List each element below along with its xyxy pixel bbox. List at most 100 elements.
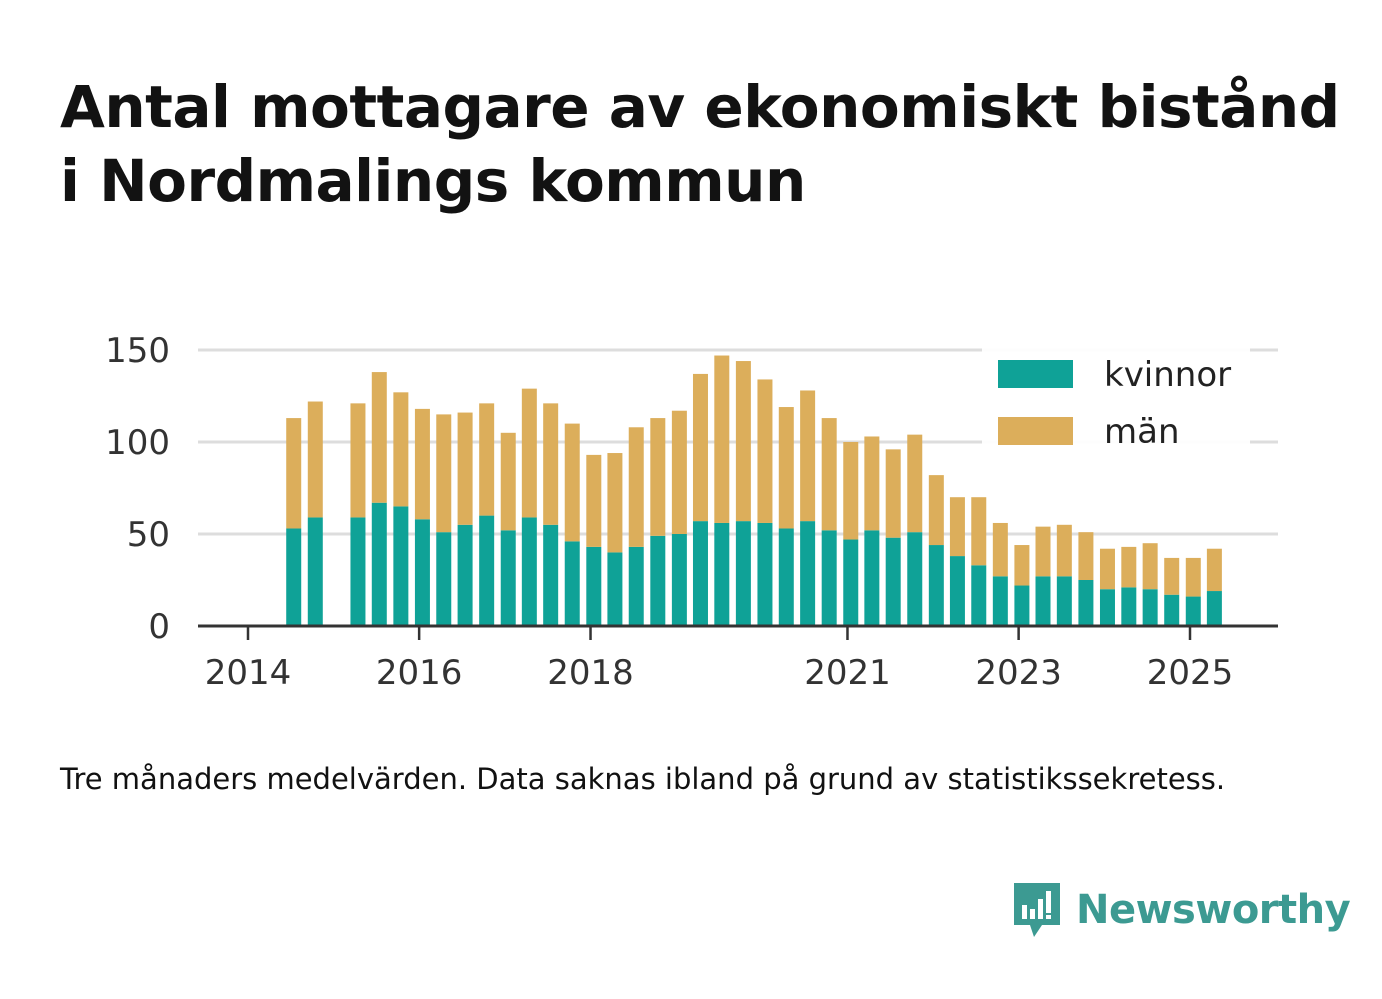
bar-kvinnor — [457, 524, 473, 626]
bar-kvinnor — [821, 530, 837, 626]
bar-man — [1099, 548, 1115, 590]
bar-man — [543, 403, 559, 525]
bar-kvinnor — [949, 556, 965, 626]
bar-man — [1014, 545, 1030, 586]
bar-man — [307, 401, 323, 518]
bar-man — [757, 379, 773, 523]
bar-kvinnor — [500, 530, 516, 626]
bar-kvinnor — [778, 528, 794, 626]
bar-man — [1206, 548, 1222, 592]
bar-man — [393, 392, 409, 507]
bar-kvinnor — [1078, 580, 1094, 626]
bar-man — [436, 414, 452, 533]
bar-man — [457, 412, 473, 525]
x-tick-label: 2023 — [975, 653, 1062, 693]
bar-man — [864, 436, 880, 531]
bar-man — [628, 427, 644, 547]
bar-kvinnor — [414, 519, 430, 626]
bar-man — [1078, 532, 1094, 580]
bar-man — [800, 390, 816, 522]
bar-man — [1056, 524, 1072, 577]
bar-kvinnor — [479, 515, 495, 626]
bar-man — [350, 403, 366, 518]
bar-man — [1185, 557, 1201, 597]
bar-man — [714, 355, 730, 523]
bar-kvinnor — [928, 545, 944, 626]
x-tick-label: 2025 — [1147, 653, 1234, 693]
bar-kvinnor — [628, 546, 644, 626]
bar-kvinnor — [1142, 589, 1158, 626]
chart-title-line-2: i Nordmalings kommun — [60, 147, 806, 215]
bar-kvinnor — [1035, 576, 1051, 626]
bar-man — [907, 434, 923, 533]
bar-kvinnor — [907, 532, 923, 626]
bar-kvinnor — [1099, 589, 1115, 626]
chart-title-line-1: Antal mottagare av ekonomiskt bistånd — [60, 73, 1340, 141]
bar-man — [650, 418, 666, 536]
legend-label: män — [1104, 412, 1180, 452]
legend-swatch — [998, 417, 1073, 445]
chart-title: Antal mottagare av ekonomiskt bistånd i … — [60, 70, 1350, 218]
bar-kvinnor — [800, 521, 816, 626]
x-tick-label: 2016 — [376, 653, 463, 693]
axes: 0 50 100 150 2014 2016 2018 2021 2023 2025 — [105, 331, 1278, 693]
bar-man — [885, 449, 901, 538]
bar-kvinnor — [714, 522, 730, 626]
legend: kvinnor män — [982, 344, 1250, 454]
bar-kvinnor — [543, 524, 559, 626]
bar-man — [778, 407, 794, 529]
bar-kvinnor — [586, 546, 602, 626]
chart-note: Tre månaders medelvärden. Data saknas ib… — [60, 762, 1226, 796]
bar-man — [521, 388, 537, 518]
bar-man — [735, 361, 751, 522]
bar-man — [286, 418, 302, 529]
bar-kvinnor — [992, 576, 1008, 626]
bar-man — [1035, 526, 1051, 577]
y-tick-label: 0 — [148, 607, 170, 647]
bar-man — [607, 453, 623, 553]
bar-kvinnor — [1056, 576, 1072, 626]
bar-kvinnor — [650, 535, 666, 626]
bar-man — [586, 454, 602, 547]
bar-man — [479, 403, 495, 516]
newsworthy-logo: Newsworthy — [1010, 878, 1351, 942]
bar-kvinnor — [393, 506, 409, 626]
bar-kvinnor — [564, 541, 580, 626]
bar-man — [564, 423, 580, 542]
newsworthy-logo-icon — [1014, 883, 1060, 937]
legend-swatch — [998, 360, 1073, 388]
bar-kvinnor — [735, 521, 751, 626]
bar-man — [371, 372, 387, 503]
bar-man — [1121, 546, 1137, 588]
bar-man — [692, 373, 708, 522]
legend-label: kvinnor — [1104, 355, 1231, 395]
y-tick-label: 100 — [105, 423, 170, 463]
bar-kvinnor — [1185, 596, 1201, 626]
bar-kvinnor — [1206, 591, 1222, 626]
bar-man — [821, 418, 837, 531]
bar-kvinnor — [1121, 587, 1137, 626]
bar-man — [671, 410, 687, 534]
x-tick-label: 2014 — [205, 653, 292, 693]
bar-kvinnor — [864, 530, 880, 626]
bar-kvinnor — [885, 537, 901, 626]
bar-kvinnor — [521, 517, 537, 626]
bar-kvinnor — [843, 539, 859, 626]
y-tick-label: 150 — [105, 331, 170, 371]
brand-name: Newsworthy — [1076, 887, 1351, 933]
bar-kvinnor — [371, 502, 387, 626]
bar-kvinnor — [757, 522, 773, 626]
bar-kvinnor — [1164, 594, 1180, 626]
bar-kvinnor — [286, 528, 302, 626]
y-tick-label: 50 — [127, 515, 170, 555]
bar-man — [843, 442, 859, 540]
bar-kvinnor — [692, 521, 708, 626]
bar-man — [414, 408, 430, 520]
bar-man — [992, 522, 1008, 577]
bar-man — [1164, 557, 1180, 595]
x-tick-label: 2018 — [547, 653, 634, 693]
bar-man — [971, 497, 987, 566]
bar-kvinnor — [971, 565, 987, 626]
bar-kvinnor — [307, 517, 323, 626]
